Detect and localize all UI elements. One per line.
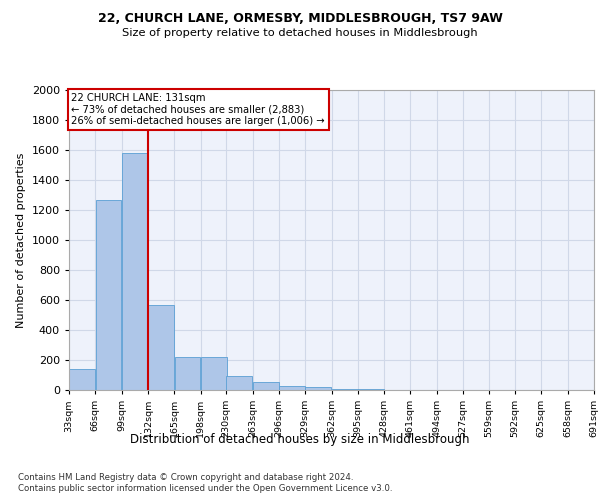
Text: 22, CHURCH LANE, ORMESBY, MIDDLESBROUGH, TS7 9AW: 22, CHURCH LANE, ORMESBY, MIDDLESBROUGH,… — [98, 12, 502, 26]
Bar — [305, 387, 331, 390]
Text: 22 CHURCH LANE: 131sqm
← 73% of detached houses are smaller (2,883)
26% of semi-: 22 CHURCH LANE: 131sqm ← 73% of detached… — [71, 93, 325, 126]
Bar — [95, 200, 121, 390]
Bar — [201, 357, 227, 390]
Bar — [175, 357, 200, 390]
Text: Size of property relative to detached houses in Middlesbrough: Size of property relative to detached ho… — [122, 28, 478, 38]
Bar — [332, 389, 358, 390]
Bar — [279, 386, 305, 390]
Bar — [69, 369, 95, 390]
Y-axis label: Number of detached properties: Number of detached properties — [16, 152, 26, 328]
Bar — [148, 304, 174, 390]
Bar — [253, 382, 278, 390]
Bar — [122, 153, 148, 390]
Text: Contains HM Land Registry data © Crown copyright and database right 2024.: Contains HM Land Registry data © Crown c… — [18, 472, 353, 482]
Text: Contains public sector information licensed under the Open Government Licence v3: Contains public sector information licen… — [18, 484, 392, 493]
Bar — [226, 376, 253, 390]
Text: Distribution of detached houses by size in Middlesbrough: Distribution of detached houses by size … — [130, 432, 470, 446]
Bar — [358, 389, 384, 390]
